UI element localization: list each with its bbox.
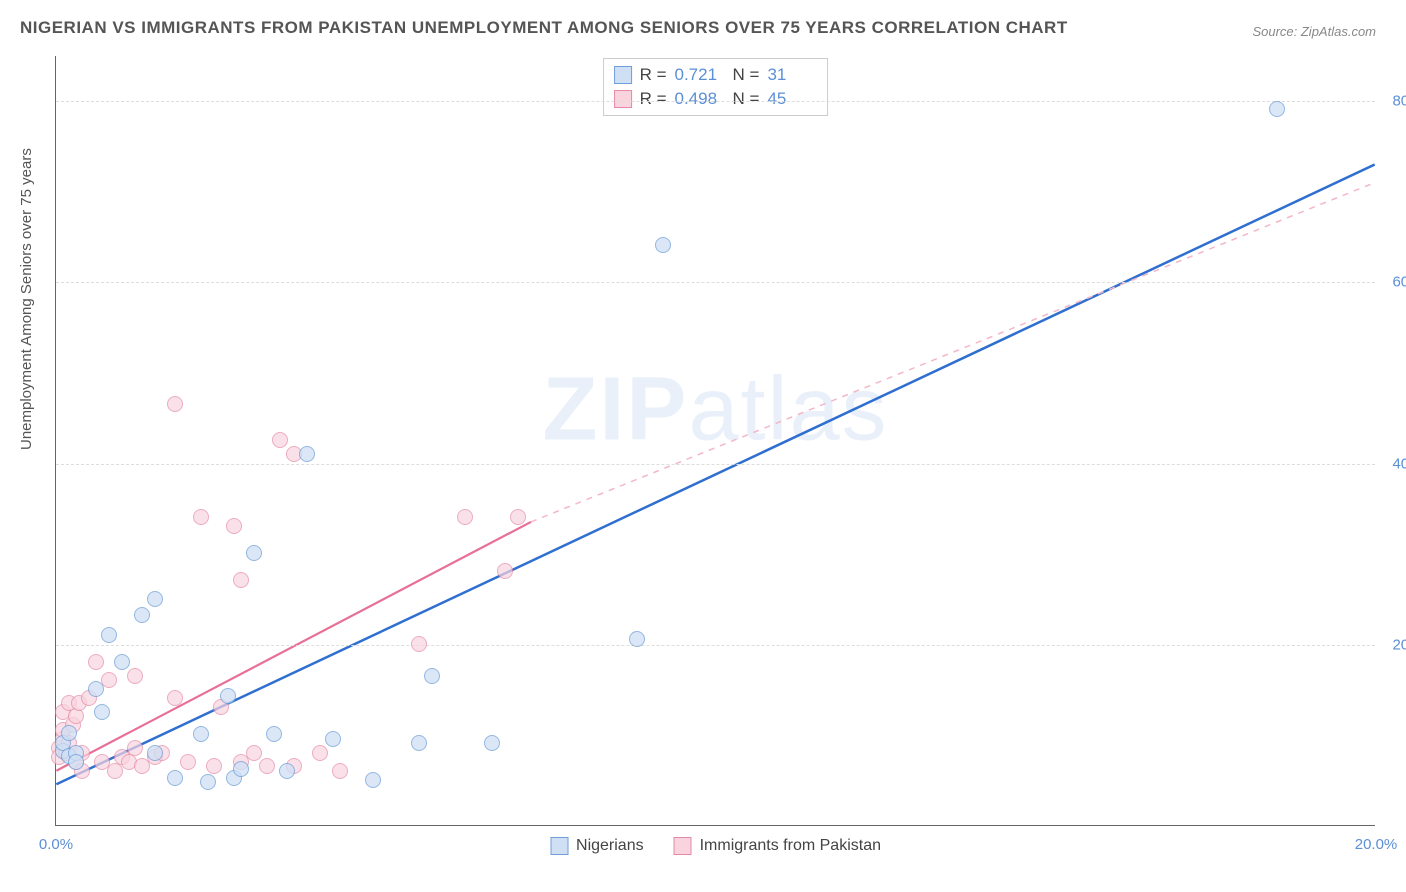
legend-swatch: [614, 66, 632, 84]
data-point: [484, 735, 500, 751]
data-point: [147, 591, 163, 607]
n-value: 45: [767, 89, 817, 109]
x-tick-label: 0.0%: [39, 836, 73, 853]
legend-swatch: [674, 837, 692, 855]
data-point: [167, 690, 183, 706]
data-point: [233, 572, 249, 588]
data-point: [127, 668, 143, 684]
data-point: [147, 745, 163, 761]
legend-swatch: [550, 837, 568, 855]
data-point: [233, 761, 249, 777]
data-point: [94, 704, 110, 720]
data-point: [424, 668, 440, 684]
data-point: [88, 681, 104, 697]
data-point: [101, 627, 117, 643]
data-point: [114, 654, 130, 670]
r-label: R =: [640, 65, 667, 85]
data-point: [259, 758, 275, 774]
watermark: ZIPatlas: [542, 358, 888, 461]
n-value: 31: [767, 65, 817, 85]
legend-item: Immigrants from Pakistan: [674, 837, 881, 855]
data-point: [457, 509, 473, 525]
r-label: R =: [640, 89, 667, 109]
y-axis-label: Unemployment Among Seniors over 75 years: [18, 148, 35, 450]
x-tick-label: 20.0%: [1355, 836, 1398, 853]
data-point: [510, 509, 526, 525]
y-tick-label: 40.0%: [1380, 455, 1406, 472]
r-value: 0.498: [675, 89, 725, 109]
data-point: [312, 745, 328, 761]
legend: Nigerians Immigrants from Pakistan: [550, 837, 881, 855]
y-tick-label: 20.0%: [1380, 636, 1406, 653]
data-point: [365, 772, 381, 788]
n-label: N =: [733, 65, 760, 85]
source-attribution: Source: ZipAtlas.com: [1252, 24, 1376, 39]
data-point: [88, 654, 104, 670]
gridline: [56, 645, 1375, 646]
data-point: [167, 396, 183, 412]
data-point: [246, 545, 262, 561]
legend-label: Nigerians: [576, 837, 644, 855]
correlation-stats-box: R = 0.721 N = 31 R = 0.498 N = 45: [603, 58, 829, 116]
data-point: [226, 518, 242, 534]
data-point: [127, 740, 143, 756]
data-point: [206, 758, 222, 774]
gridline: [56, 282, 1375, 283]
r-value: 0.721: [675, 65, 725, 85]
data-point: [279, 763, 295, 779]
data-point: [167, 770, 183, 786]
gridline: [56, 101, 1375, 102]
data-point: [629, 631, 645, 647]
data-point: [299, 446, 315, 462]
data-point: [180, 754, 196, 770]
data-point: [193, 509, 209, 525]
data-point: [68, 754, 84, 770]
data-point: [655, 237, 671, 253]
y-tick-label: 60.0%: [1380, 274, 1406, 291]
legend-label: Immigrants from Pakistan: [700, 837, 881, 855]
data-point: [411, 735, 427, 751]
stats-row: R = 0.721 N = 31: [614, 63, 818, 87]
chart-title: NIGERIAN VS IMMIGRANTS FROM PAKISTAN UNE…: [20, 18, 1068, 38]
data-point: [246, 745, 262, 761]
data-point: [332, 763, 348, 779]
data-point: [266, 726, 282, 742]
y-tick-label: 80.0%: [1380, 93, 1406, 110]
data-point: [68, 708, 84, 724]
data-point: [411, 636, 427, 652]
data-point: [200, 774, 216, 790]
stats-row: R = 0.498 N = 45: [614, 87, 818, 111]
data-point: [193, 726, 209, 742]
legend-swatch: [614, 90, 632, 108]
n-label: N =: [733, 89, 760, 109]
data-point: [325, 731, 341, 747]
data-point: [272, 432, 288, 448]
data-point: [134, 607, 150, 623]
data-point: [220, 688, 236, 704]
gridline: [56, 464, 1375, 465]
data-point: [497, 563, 513, 579]
data-point: [1269, 101, 1285, 117]
data-point: [61, 725, 77, 741]
trend-lines: [56, 56, 1375, 825]
scatter-plot: ZIPatlas R =0.721N =31R =0.498N =45 Nige…: [55, 56, 1375, 826]
legend-item: Nigerians: [550, 837, 644, 855]
